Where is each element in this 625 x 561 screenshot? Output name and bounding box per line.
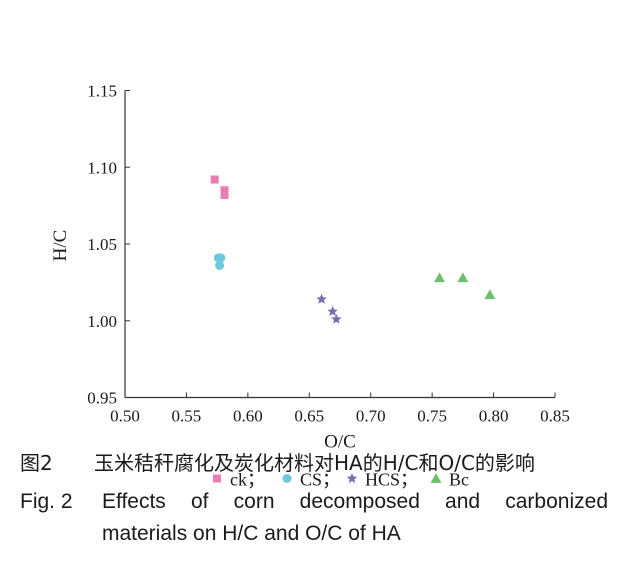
data-points	[210, 175, 496, 324]
x-tick-label: 0.70	[356, 407, 386, 426]
x-tick-label: 0.65	[294, 407, 324, 426]
data-point-bc	[484, 289, 496, 300]
legend-marker-cs	[282, 474, 292, 483]
legend-label-ck: ck；	[230, 470, 265, 490]
data-point-hcs	[316, 293, 327, 304]
x-tick-label: 0.60	[233, 407, 263, 426]
caption-en-line1: Effects of corn decomposed and carbonize…	[102, 490, 608, 513]
y-tick-label: 1.05	[87, 235, 117, 254]
axis-ticks: 0.50 0.55 0.60 0.65 0.70 0.75 0.80 0.85 0.95 1.00…	[87, 82, 570, 426]
y-tick-label: 1.15	[87, 82, 117, 101]
data-point-cs	[216, 253, 226, 263]
caption-en-line2: materials on H/C and O/C of HA	[102, 522, 401, 545]
legend: ck； CS； HCS； Bc	[213, 470, 469, 490]
data-point-hcs	[327, 306, 338, 316]
y-axis-label: H/C	[50, 230, 71, 262]
legend-marker-ck	[213, 474, 221, 483]
y-tick-label: 1.10	[87, 158, 117, 177]
caption-en-label: Fig. 2	[20, 490, 73, 513]
data-point-ck	[210, 175, 219, 184]
data-point-bc	[457, 272, 469, 283]
data-point-hcs	[331, 313, 342, 324]
legend-marker-bc	[430, 473, 442, 483]
chart-axes	[124, 90, 555, 399]
x-tick-label: 0.80	[479, 407, 509, 426]
data-point-bc	[434, 272, 445, 283]
data-point-ck	[220, 190, 229, 199]
x-axis-label: O/C	[324, 432, 356, 453]
x-tick-label: 0.85	[540, 407, 570, 426]
caption-cn-text: 玉米秸秆腐化及炭化材料对HA的H/C和O/C的影响	[94, 451, 535, 475]
data-point-ck	[220, 186, 229, 195]
y-tick-label: 0.95	[87, 389, 117, 408]
x-tick-label: 0.50	[110, 407, 140, 426]
figure-caption-chinese: 图2 玉米秸秆腐化及炭化材料对HA的H/C和O/C的影响	[20, 447, 620, 476]
legend-marker-hcs	[346, 473, 358, 483]
caption-cn-label: 图2	[20, 451, 53, 475]
legend-label-bc: Bc	[449, 470, 469, 490]
x-tick-label: 0.55	[172, 407, 202, 426]
data-point-cs	[215, 260, 225, 270]
legend-label-cs: CS；	[300, 470, 340, 490]
y-tick-label: 1.00	[87, 312, 117, 331]
x-tick-label: 0.75	[417, 407, 447, 426]
figure-caption-english: Fig. 2 Effects of corn decomposed and car…	[20, 486, 610, 550]
legend-label-hcs: HCS；	[365, 470, 418, 490]
